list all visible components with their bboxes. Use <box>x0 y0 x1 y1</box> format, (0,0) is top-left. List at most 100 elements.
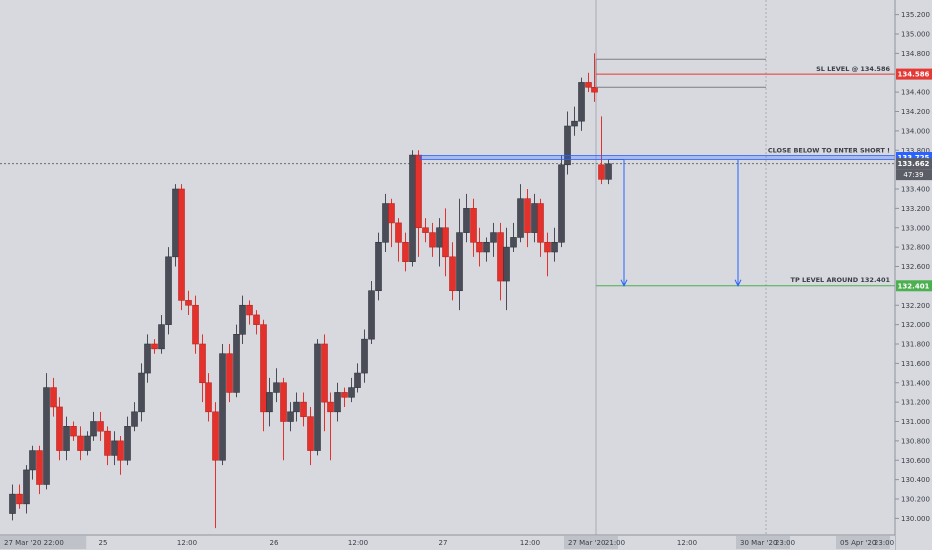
candle-body <box>442 227 449 258</box>
candle-body <box>151 343 158 350</box>
candle-body <box>578 82 585 122</box>
candle-body <box>524 198 531 233</box>
candle-body <box>63 426 70 451</box>
candle-body <box>476 241 483 253</box>
candle-body <box>368 290 375 340</box>
candle-body <box>361 338 368 374</box>
price-tick-label: 130.200 <box>901 496 930 504</box>
candle-body <box>273 382 280 393</box>
candle-body <box>510 237 517 248</box>
time-badge <box>0 536 87 549</box>
candle-body <box>382 203 389 243</box>
candle-body <box>36 450 43 485</box>
candle-body <box>300 401 307 417</box>
price-tick-label: 134.200 <box>901 108 930 116</box>
time-tick-label: 30 Mar '20 <box>740 539 777 547</box>
time-axis[interactable]: 27 Mar '20 22:00 25 12:00 26 12:00 27 12:00 27 … <box>0 534 895 550</box>
candle-body <box>605 163 612 180</box>
price-tick-label: 130.600 <box>901 457 930 465</box>
candle-body <box>50 387 57 408</box>
candle-body <box>253 314 260 325</box>
candle-body <box>205 382 212 413</box>
candle-body <box>117 440 124 461</box>
time-tick-label: 23:00 <box>775 539 795 547</box>
tp-price-badge-text: 132.401 <box>898 282 930 290</box>
price-tick-label: 132.000 <box>901 321 930 329</box>
candle-body <box>185 300 192 306</box>
candle-body <box>70 426 77 437</box>
candle-body <box>327 401 334 413</box>
candle-body <box>497 232 504 282</box>
price-tick-label: 134.800 <box>901 50 930 58</box>
candle-body <box>266 392 273 413</box>
candle-body <box>436 227 443 248</box>
candle-body <box>9 493 16 514</box>
candle-body <box>138 372 145 413</box>
price-axis[interactable]: 135.200 135.000 134.800 134.400 134.200 134.0… <box>894 0 932 550</box>
candle-body <box>564 125 571 166</box>
time-tick-label: 12:00 <box>348 539 368 547</box>
candle-body <box>219 353 226 461</box>
time-tick-label: 27 <box>439 539 448 547</box>
price-tick-label: 131.800 <box>901 341 930 349</box>
price-tick-label: 131.400 <box>901 379 930 387</box>
candle-body <box>77 435 84 451</box>
candle-body <box>212 411 219 461</box>
candle-body <box>334 392 341 413</box>
candle-body <box>415 154 422 229</box>
candle-body <box>517 198 524 238</box>
candle-body <box>470 208 477 243</box>
candle-body <box>90 421 97 437</box>
time-tick-label: 26 <box>270 539 279 547</box>
candle-body <box>544 241 551 253</box>
current-price-badge <box>896 158 932 170</box>
candle-body <box>503 246 510 282</box>
time-badge <box>836 536 890 549</box>
candle-body <box>226 353 233 393</box>
candle-body <box>260 324 267 413</box>
candlestick-series <box>9 53 612 529</box>
candle-body <box>233 334 240 393</box>
candle-body <box>307 416 314 451</box>
candle-body <box>598 164 605 180</box>
price-tick-label: 132.800 <box>901 244 930 252</box>
candle-body <box>456 232 463 292</box>
projection-arrow-head <box>620 279 628 287</box>
price-tick-label: 133.000 <box>901 224 930 232</box>
price-tick-label: 130.000 <box>901 515 930 523</box>
candle-body <box>84 435 91 451</box>
candle-body <box>239 304 246 335</box>
candle-body <box>124 426 131 461</box>
candle-body <box>246 304 253 316</box>
time-badge <box>564 536 618 549</box>
time-tick-label: 27 Mar '20 <box>568 539 605 547</box>
price-tick-label: 133.200 <box>901 205 930 213</box>
price-tick-label: 130.400 <box>901 476 930 484</box>
time-tick-label: 25 <box>99 539 108 547</box>
candle-body <box>293 401 300 413</box>
price-tick-label: 131.200 <box>901 399 930 407</box>
candle-body <box>490 232 497 243</box>
candle-body <box>591 86 598 93</box>
sl-price-badge <box>896 68 932 80</box>
tp-price-badge <box>896 280 932 292</box>
candle-body <box>463 208 470 233</box>
countdown-badge <box>896 169 932 181</box>
candle-body <box>16 493 23 505</box>
price-tick-label: 134.400 <box>901 89 930 97</box>
price-tick-label: 133.800 <box>901 147 930 155</box>
price-tick-label: 132.600 <box>901 263 930 271</box>
price-tick-label: 132.200 <box>901 302 930 310</box>
candle-body <box>551 241 558 253</box>
candle-body <box>199 343 206 384</box>
candle-body <box>571 120 578 127</box>
price-tick-label: 135.000 <box>901 31 930 39</box>
entry-zone <box>419 155 896 160</box>
time-tick-label: 12:00 <box>520 539 540 547</box>
candle-body <box>23 469 30 505</box>
price-tick-label: 135.200 <box>901 11 930 19</box>
candle-body <box>449 256 456 292</box>
price-tick-label: 130.800 <box>901 437 930 445</box>
